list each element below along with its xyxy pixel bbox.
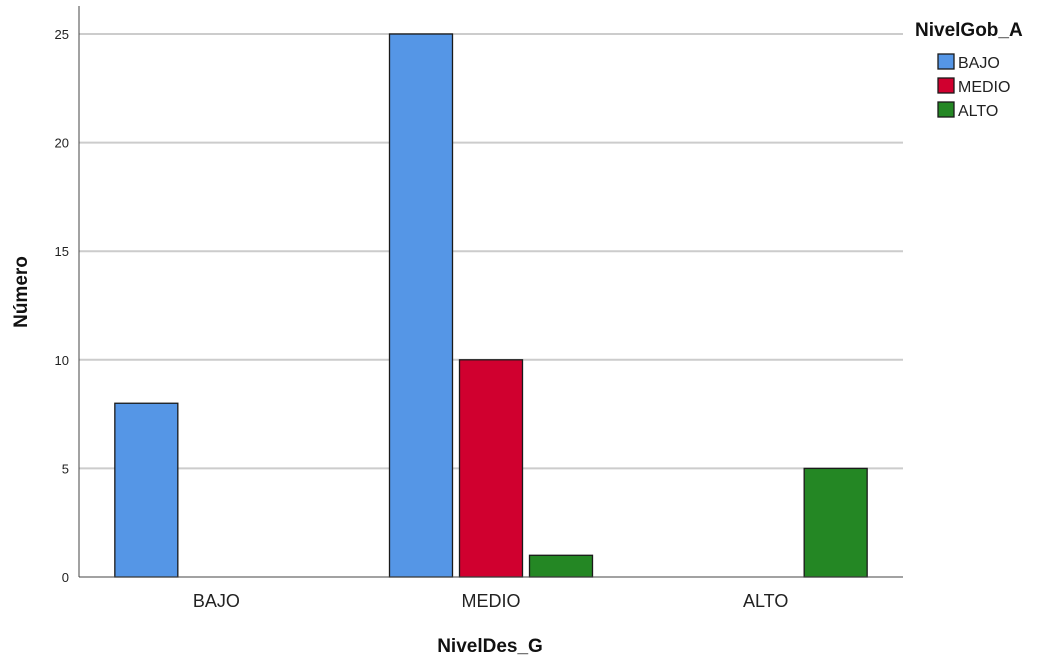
legend-label-bajo: BAJO	[958, 55, 1000, 72]
gridlines	[79, 33, 903, 470]
y-tick-label: 15	[55, 244, 69, 259]
y-tick-label: 10	[55, 353, 69, 368]
bars	[114, 33, 868, 578]
y-tick-label: 0	[62, 570, 69, 585]
bar-medio-bajo	[388, 33, 454, 578]
bar-medio-medio	[458, 359, 524, 578]
y-tick-label: 5	[62, 461, 69, 476]
legend-label-medio: MEDIO	[958, 79, 1010, 96]
legend-label-alto: ALTO	[958, 103, 998, 120]
legend-swatch-medio	[937, 77, 955, 94]
y-tick-labels: 0 5 10 15 20 25	[55, 27, 69, 585]
y-axis-title: Número	[11, 256, 32, 328]
x-tick-label-medio: MEDIO	[461, 591, 520, 611]
x-tick-labels: BAJO MEDIO ALTO	[193, 591, 789, 611]
axes	[78, 6, 903, 578]
y-tick-label: 20	[55, 136, 69, 151]
y-tick-label: 25	[55, 27, 69, 42]
bar-alto-alto	[803, 467, 868, 578]
bar-medio-alto	[528, 554, 594, 578]
bar-bajo-bajo	[114, 402, 179, 578]
legend-swatch-bajo	[937, 53, 955, 70]
legend-title: NivelGob_A	[915, 20, 1023, 41]
x-tick-label-alto: ALTO	[743, 591, 788, 611]
x-axis-title: NivelDes_G	[437, 636, 543, 657]
legend: NivelGob_A BAJO MEDIO ALTO	[915, 20, 1023, 120]
legend-swatch-alto	[937, 101, 955, 118]
x-tick-label-bajo: BAJO	[193, 591, 240, 611]
